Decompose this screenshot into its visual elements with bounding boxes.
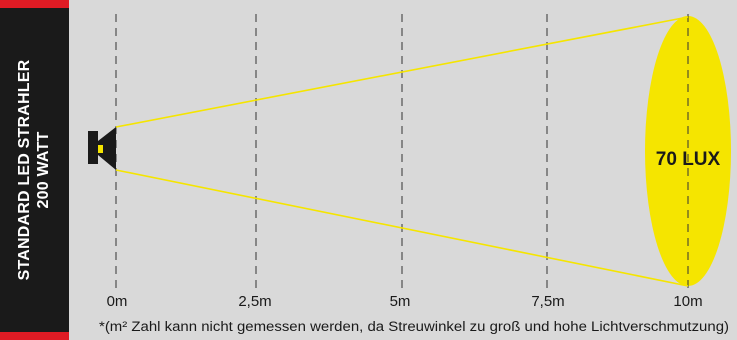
light-spot [645,16,731,286]
distance-label-10m: 10m [673,293,702,310]
accent-stripe-top [0,0,69,8]
accent-stripe-bottom [0,332,69,340]
footnote: *(m² Zahl kann nicht gemessen werden, da… [99,319,729,334]
beam-edge-bottom [115,169,689,287]
distance-label-5m: 5m [390,293,411,310]
distance-label-2-5m: 2,5m [238,293,271,310]
illuminance-label: 70 LUX [656,149,721,170]
distance-label-7-5m: 7,5m [531,293,564,310]
beam-edge-top [115,16,689,128]
floodlight-icon [88,127,116,170]
distance-label-0m: 0m [107,293,128,310]
diagram-panel [69,0,737,340]
title-sidebar: STANDARD LED STRAHLER 200 WATT [0,0,69,340]
